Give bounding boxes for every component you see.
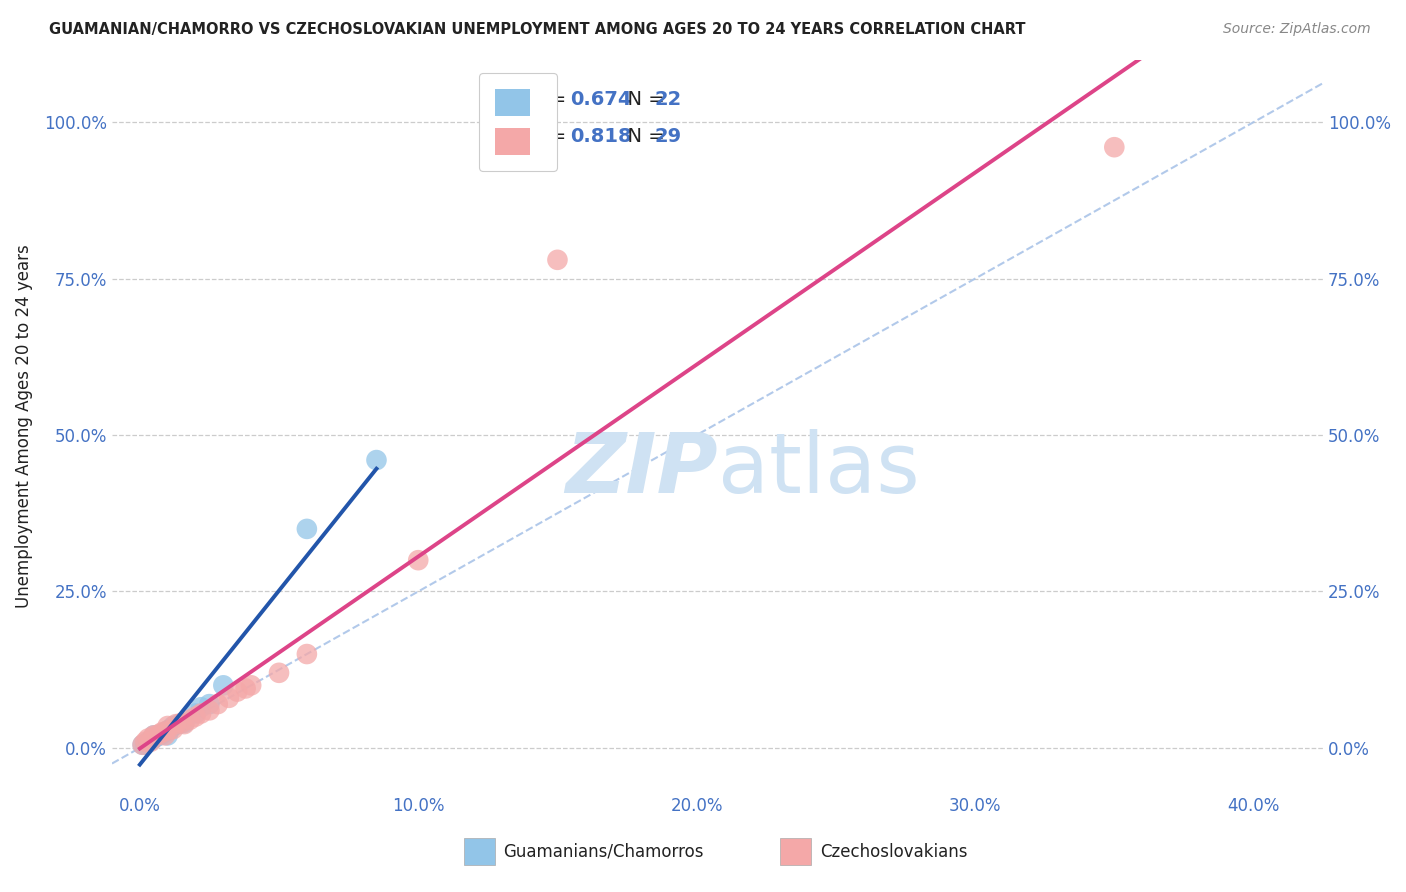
Point — [366, 453, 388, 467]
Point — [190, 700, 212, 714]
Text: Source: ZipAtlas.com: Source: ZipAtlas.com — [1223, 22, 1371, 37]
Point — [267, 665, 290, 680]
Text: atlas: atlas — [717, 429, 920, 510]
Point — [134, 734, 156, 748]
Point — [145, 730, 167, 744]
Point — [139, 733, 162, 747]
Point — [156, 723, 179, 738]
Point — [165, 717, 187, 731]
Point — [131, 738, 153, 752]
Point — [226, 684, 249, 698]
Text: 29: 29 — [655, 127, 682, 146]
Point — [136, 734, 159, 748]
Point — [218, 690, 240, 705]
Point — [190, 706, 212, 721]
Text: Czechoslovakians: Czechoslovakians — [820, 843, 967, 861]
Point — [148, 728, 170, 742]
Text: 0.818: 0.818 — [569, 127, 631, 146]
Text: GUAMANIAN/CHAMORRO VS CZECHOSLOVAKIAN UNEMPLOYMENT AMONG AGES 20 TO 24 YEARS COR: GUAMANIAN/CHAMORRO VS CZECHOSLOVAKIAN UN… — [49, 22, 1026, 37]
Point — [184, 706, 207, 721]
Point — [235, 681, 257, 696]
Point — [156, 719, 179, 733]
Legend: , : , — [479, 73, 557, 170]
Point — [406, 553, 429, 567]
Point — [167, 717, 190, 731]
Point — [156, 728, 179, 742]
Point — [148, 727, 170, 741]
Point — [295, 647, 318, 661]
Point — [153, 725, 176, 739]
Point — [156, 723, 179, 738]
Text: N =: N = — [614, 127, 671, 146]
Point — [142, 730, 165, 744]
Y-axis label: Unemployment Among Ages 20 to 24 years: Unemployment Among Ages 20 to 24 years — [15, 244, 32, 607]
Point — [131, 738, 153, 752]
Text: R =: R = — [530, 90, 572, 110]
Point — [173, 717, 195, 731]
Point — [142, 728, 165, 742]
Point — [136, 731, 159, 746]
Point — [162, 722, 184, 736]
Text: ZIP: ZIP — [565, 429, 717, 510]
Point — [153, 728, 176, 742]
Point — [150, 727, 173, 741]
Point — [1104, 140, 1126, 154]
Point — [198, 703, 221, 717]
Point — [162, 719, 184, 733]
Text: Guamanians/Chamorros: Guamanians/Chamorros — [503, 843, 704, 861]
Point — [240, 678, 263, 692]
Text: R =: R = — [530, 127, 572, 146]
Point — [207, 697, 229, 711]
Text: N =: N = — [614, 90, 671, 110]
Point — [142, 728, 165, 742]
Point — [295, 522, 318, 536]
Point — [170, 715, 193, 730]
Point — [139, 734, 162, 748]
Text: 22: 22 — [655, 90, 682, 110]
Point — [179, 713, 201, 727]
Point — [142, 731, 165, 746]
Text: 0.674: 0.674 — [569, 90, 631, 110]
Point — [150, 725, 173, 739]
Point — [159, 722, 181, 736]
Point — [546, 252, 568, 267]
Point — [184, 709, 207, 723]
Point — [198, 697, 221, 711]
Point — [173, 715, 195, 730]
Point — [134, 738, 156, 752]
Point — [212, 678, 235, 692]
